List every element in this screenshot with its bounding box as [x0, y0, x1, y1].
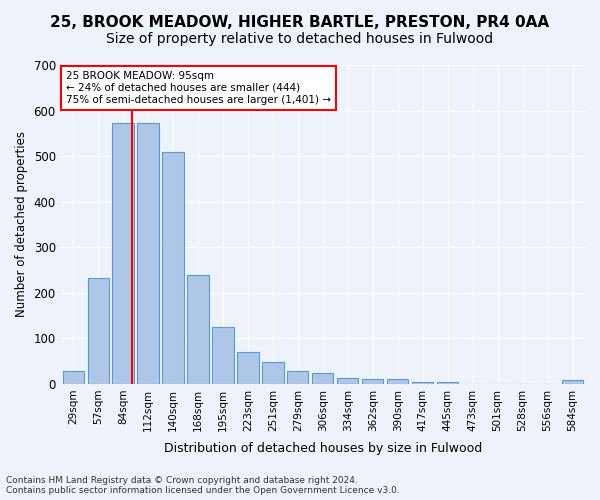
- Bar: [312, 372, 334, 384]
- Text: 25 BROOK MEADOW: 95sqm
← 24% of detached houses are smaller (444)
75% of semi-de: 25 BROOK MEADOW: 95sqm ← 24% of detached…: [66, 72, 331, 104]
- Bar: [62, 371, 84, 384]
- Text: Size of property relative to detached houses in Fulwood: Size of property relative to detached ho…: [106, 32, 494, 46]
- Bar: [112, 124, 134, 384]
- Bar: [163, 152, 184, 384]
- Bar: [238, 352, 259, 384]
- Bar: [337, 378, 358, 384]
- Bar: [187, 274, 209, 384]
- Bar: [387, 379, 409, 384]
- Bar: [562, 380, 583, 384]
- X-axis label: Distribution of detached houses by size in Fulwood: Distribution of detached houses by size …: [164, 442, 482, 455]
- Bar: [287, 371, 308, 384]
- Bar: [88, 278, 109, 384]
- Bar: [262, 362, 284, 384]
- Y-axis label: Number of detached properties: Number of detached properties: [15, 132, 28, 318]
- Text: 25, BROOK MEADOW, HIGHER BARTLE, PRESTON, PR4 0AA: 25, BROOK MEADOW, HIGHER BARTLE, PRESTON…: [50, 15, 550, 30]
- Bar: [437, 382, 458, 384]
- Text: Contains HM Land Registry data © Crown copyright and database right 2024.
Contai: Contains HM Land Registry data © Crown c…: [6, 476, 400, 495]
- Bar: [137, 124, 158, 384]
- Bar: [212, 327, 233, 384]
- Bar: [362, 379, 383, 384]
- Bar: [412, 382, 433, 384]
